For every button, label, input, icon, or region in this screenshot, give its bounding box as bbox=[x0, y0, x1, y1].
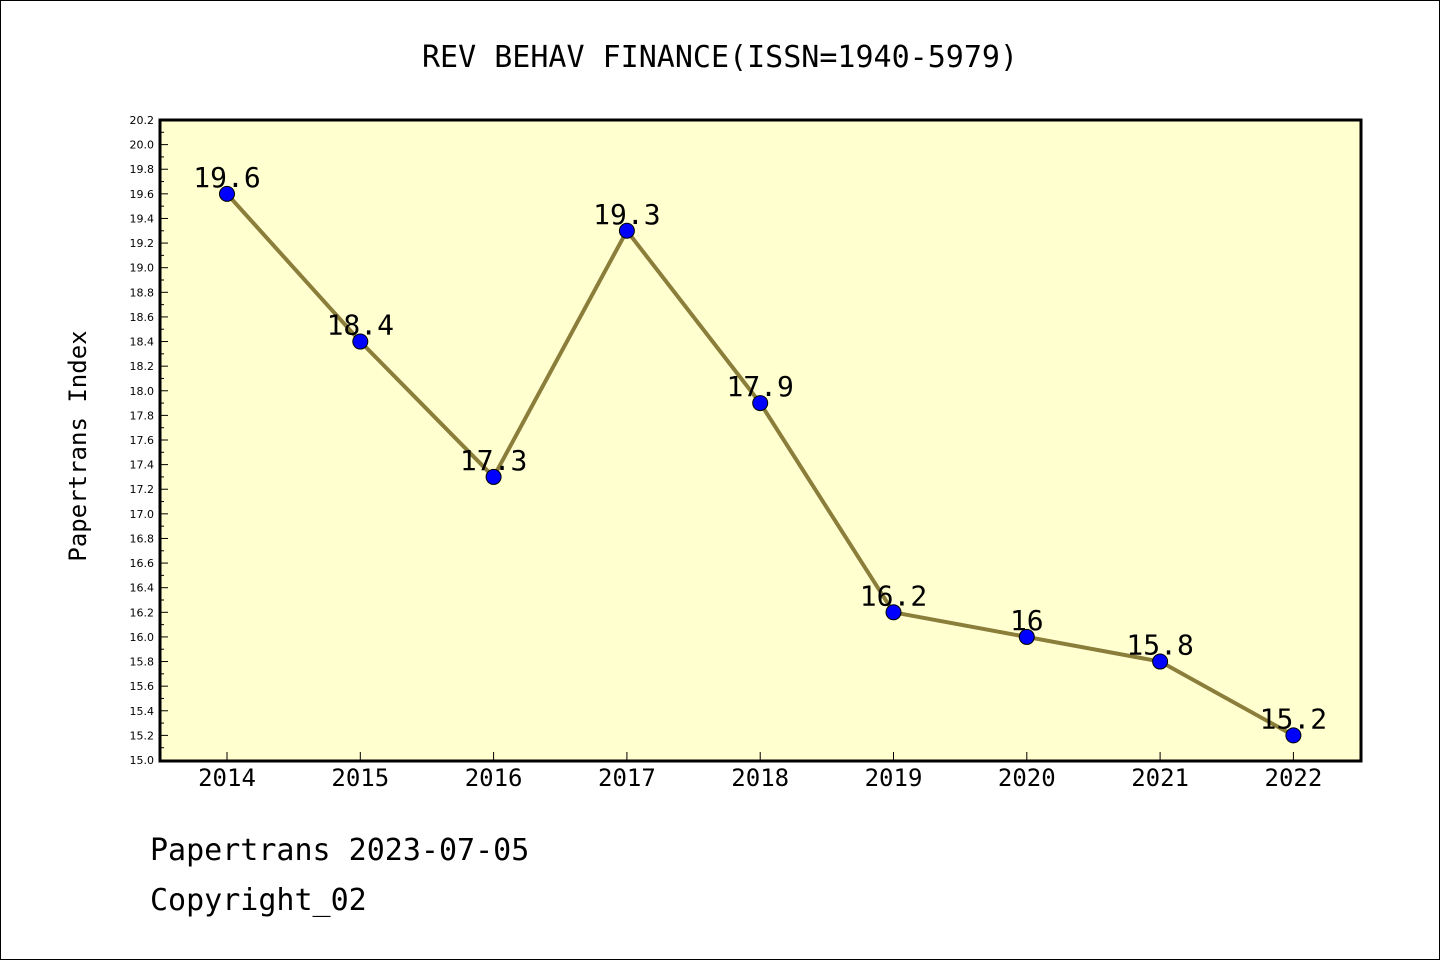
data-point bbox=[618, 222, 635, 239]
x-tick-label: 2017 bbox=[598, 764, 656, 792]
x-tick-label: 2018 bbox=[731, 764, 789, 792]
y-tick-label: 16.4 bbox=[130, 582, 155, 595]
x-tick-label: 2019 bbox=[865, 764, 923, 792]
x-axis: 2014 2015 2016 2017 2018 2019 2020 2021 2022 bbox=[198, 752, 1322, 792]
y-tick-label: 17.8 bbox=[130, 409, 155, 422]
y-tick-label: 17.2 bbox=[130, 483, 155, 496]
data-label: 15.2 bbox=[1260, 702, 1327, 735]
y-tick-label: 18.4 bbox=[130, 336, 155, 349]
data-point bbox=[485, 468, 502, 485]
data-label: 16.2 bbox=[860, 579, 927, 612]
y-tick-label: 16.8 bbox=[130, 532, 155, 545]
y-tick-label: 18.6 bbox=[130, 311, 155, 324]
y-tick-label: 15.8 bbox=[130, 656, 155, 669]
y-tick-label: 16.0 bbox=[130, 631, 155, 644]
y-axis-label: Papertrans Index bbox=[64, 330, 92, 561]
x-tick-label: 2021 bbox=[1131, 764, 1189, 792]
y-tick-label: 19.8 bbox=[130, 163, 155, 176]
y-tick-label: 16.6 bbox=[130, 557, 155, 570]
data-point bbox=[1018, 628, 1035, 645]
data-label: 15.8 bbox=[1126, 629, 1193, 662]
x-tick-label: 2015 bbox=[331, 764, 389, 792]
data-label: 19.3 bbox=[593, 198, 660, 231]
x-tick-label: 2022 bbox=[1265, 764, 1323, 792]
y-tick-label: 16.2 bbox=[130, 606, 155, 619]
data-point bbox=[352, 333, 369, 350]
data-point bbox=[1152, 653, 1169, 670]
data-point bbox=[885, 604, 902, 621]
x-tick-label: 2020 bbox=[998, 764, 1056, 792]
data-label: 16 bbox=[1010, 604, 1044, 637]
data-label: 18.4 bbox=[327, 309, 394, 342]
data-label: 19.6 bbox=[193, 161, 260, 194]
footer-copyright: Copyright_02 bbox=[150, 883, 367, 918]
series-layer: 19.6 18.4 17.3 19.3 17.9 16.2 16 15.8 15.2 bbox=[193, 161, 1327, 744]
y-tick-label: 19.0 bbox=[130, 262, 155, 275]
data-point bbox=[752, 395, 769, 412]
y-tick-label: 17.0 bbox=[130, 508, 155, 521]
y-tick-label: 18.0 bbox=[130, 385, 155, 398]
y-tick-label: 18.2 bbox=[130, 360, 155, 373]
data-label: 17.3 bbox=[460, 444, 527, 477]
y-tick-label: 19.4 bbox=[130, 212, 155, 225]
x-tick-label: 2014 bbox=[198, 764, 256, 792]
plot-area bbox=[158, 118, 1363, 763]
data-point bbox=[219, 185, 235, 202]
y-tick-label: 20.0 bbox=[130, 139, 155, 152]
y-axis: 15.0 15.2 15.4 15.6 15.8 16.0 16.2 16.4 16.6 16.8… bbox=[130, 114, 168, 767]
y-tick-label: 20.2 bbox=[130, 114, 155, 127]
footer-date: Papertrans 2023-07-05 bbox=[150, 833, 530, 868]
y-tick-label: 15.6 bbox=[130, 680, 155, 693]
y-tick-label: 17.4 bbox=[130, 459, 155, 472]
y-tick-label: 15.0 bbox=[130, 754, 155, 767]
x-tick-label: 2016 bbox=[465, 764, 523, 792]
y-tick-label: 18.8 bbox=[130, 286, 155, 299]
y-tick-label: 15.2 bbox=[130, 729, 155, 742]
y-tick-label: 17.6 bbox=[130, 434, 155, 447]
data-label: 17.9 bbox=[726, 370, 793, 403]
y-tick-label: 15.4 bbox=[130, 705, 155, 718]
y-tick-label: 19.2 bbox=[130, 237, 155, 250]
data-point bbox=[1285, 727, 1302, 744]
y-tick-label: 19.6 bbox=[130, 188, 155, 201]
chart-title: REV BEHAV FINANCE(ISSN=1940-5979) bbox=[422, 40, 1018, 75]
